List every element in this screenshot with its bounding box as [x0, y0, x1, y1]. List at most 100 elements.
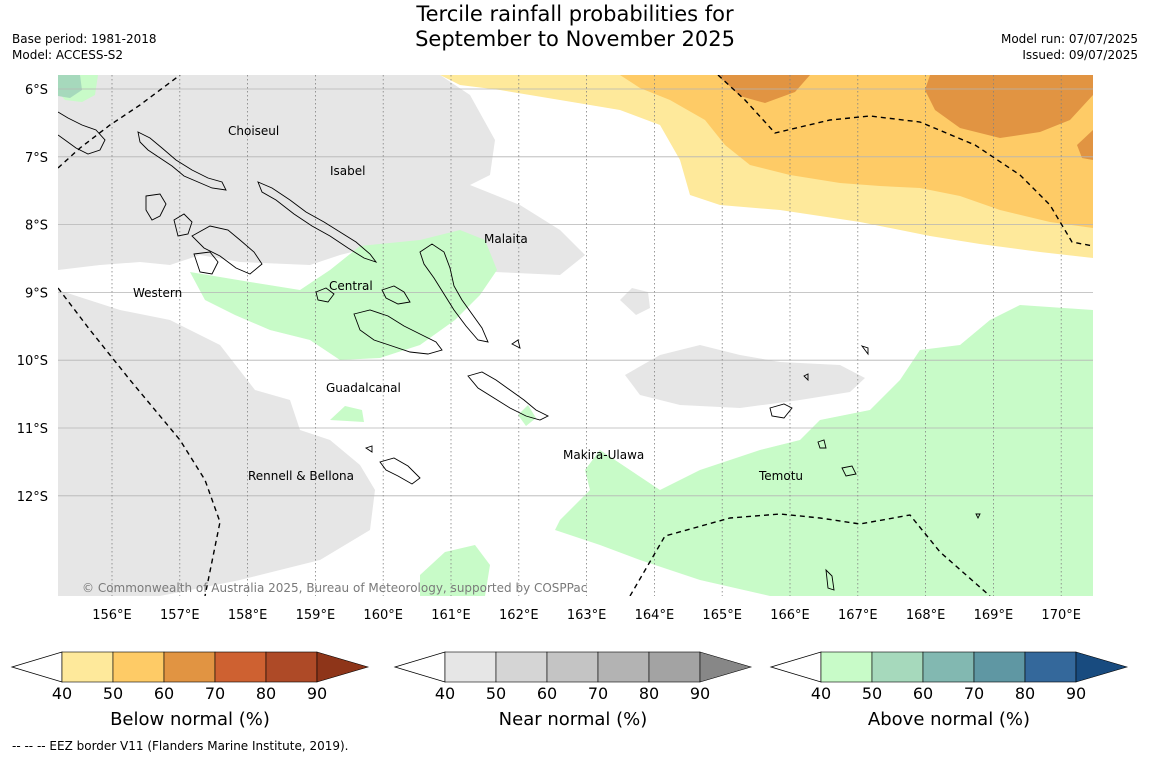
eez-south-east	[629, 513, 991, 596]
coast-choiseul	[137, 131, 227, 191]
longitude-labels: 156°E 157°E 158°E 159°E 160°E 161°E 162°E 163°E…	[92, 608, 1081, 623]
map-title: Tercile rainfall probabilities for Septe…	[0, 2, 1150, 52]
colorbar-segment	[546, 651, 599, 683]
colorbar-segment	[597, 651, 650, 683]
meta-left: Base period: 1981-2018 Model: ACCESS-S2	[12, 31, 157, 63]
colorbar-tick-label: 50	[485, 684, 507, 703]
colorbar-segment	[61, 651, 114, 683]
lon-label: 161°E	[431, 608, 471, 623]
lon-label: 160°E	[363, 608, 403, 623]
above-normal-colorbar	[769, 651, 1129, 683]
copyright-notice: © Commonwealth of Australia 2025, Bureau…	[82, 581, 587, 595]
lon-label: 168°E	[906, 608, 946, 623]
lon-label: 167°E	[838, 608, 878, 623]
coast-new-georgia-1	[173, 213, 193, 237]
title-line-1: Tercile rainfall probabilities for	[416, 2, 734, 26]
colorbar-segment	[922, 651, 975, 683]
coast-shortland	[145, 193, 167, 221]
coast-rennell	[379, 457, 421, 485]
coast-ndeni	[769, 403, 793, 419]
coast-tinakula	[817, 439, 827, 449]
eez-north-west	[58, 75, 181, 169]
lat-label: 6°S	[25, 83, 48, 98]
coast-russell	[315, 287, 335, 303]
lon-label: 162°E	[499, 608, 539, 623]
coast-duff	[860, 345, 869, 356]
colorbar-tick-label: 80	[255, 684, 277, 703]
coast-anuta	[975, 513, 981, 520]
region-labels: Choiseul Isabel Malaita Western Central …	[133, 124, 803, 483]
region-label-western: Western	[133, 286, 182, 300]
colorbar-segment	[820, 651, 873, 683]
meta-right: Model run: 07/07/2025 Issued: 09/07/2025	[1001, 31, 1138, 63]
below-normal-colorbar	[10, 651, 370, 683]
eez-footnote: -- -- -- EEZ border V11 (Flanders Marine…	[12, 739, 349, 753]
colorbar-tick-label: 70	[587, 684, 609, 703]
coast-malaita	[419, 243, 489, 343]
colorbar-tick-label: 60	[536, 684, 558, 703]
rainfall-map: Choiseul Isabel Malaita Western Central …	[17, 75, 1093, 623]
colorbar-segment	[163, 651, 216, 683]
coast-new-georgia-2	[191, 225, 263, 275]
lon-label: 158°E	[228, 608, 268, 623]
region-label-guadalcanal: Guadalcanal	[326, 381, 401, 395]
colorbar-segment	[495, 651, 548, 683]
colorbar-tick-label: 60	[153, 684, 175, 703]
coast-bellona	[364, 445, 373, 453]
graticule	[58, 75, 1093, 596]
colorbar-segment	[871, 651, 924, 683]
lon-label: 159°E	[296, 608, 336, 623]
colorbar-tick-label: 70	[963, 684, 985, 703]
lat-label: 8°S	[25, 219, 48, 234]
coast-vanikoro	[841, 465, 857, 477]
colorbar-segment	[214, 651, 267, 683]
colorbar-tick-label: 60	[912, 684, 934, 703]
colorbar-low-arrow	[769, 651, 822, 683]
region-label-choiseul: Choiseul	[228, 124, 279, 138]
lon-label: 170°E	[1041, 608, 1081, 623]
coast-new-georgia-3	[193, 251, 219, 275]
coast-florida	[381, 285, 411, 305]
coast-torres	[825, 568, 835, 591]
lon-label: 169°E	[974, 608, 1014, 623]
lon-label: 163°E	[567, 608, 607, 623]
lat-label: 9°S	[25, 286, 48, 301]
coast-guadalcanal	[353, 309, 443, 355]
coast-reef-islands	[803, 373, 809, 382]
coast-ulawa	[511, 339, 521, 349]
colorbar-segment	[648, 651, 701, 683]
colorbar-tick-label: 90	[689, 684, 711, 703]
lon-label: 164°E	[635, 608, 675, 623]
above-normal-patch-nw-dark	[58, 75, 82, 98]
region-label-rennell-bellona: Rennell & Bellona	[248, 469, 354, 483]
colorbar-tick-label: 70	[204, 684, 226, 703]
below-normal-60-70-edge	[1077, 130, 1093, 160]
colorbar-low-arrow	[393, 651, 446, 683]
colorbar-segment	[444, 651, 497, 683]
map-frame: Choiseul Isabel Malaita Western Central …	[58, 75, 1093, 596]
colorbar-tick-label: 80	[1014, 684, 1036, 703]
model-name: Model: ACCESS-S2	[12, 48, 124, 62]
lat-label: 11°S	[17, 422, 48, 437]
lat-label: 12°S	[17, 490, 48, 505]
colorbar-low-arrow	[10, 651, 63, 683]
region-label-isabel: Isabel	[330, 164, 365, 178]
region-label-central: Central	[329, 279, 373, 293]
below-normal-label: Below normal (%)	[110, 709, 270, 730]
above-normal-area-south	[420, 545, 490, 596]
colorbar-high-arrow	[316, 651, 370, 683]
near-normal-area-east	[625, 345, 865, 408]
lon-label: 156°E	[92, 608, 132, 623]
lon-label: 157°E	[160, 608, 200, 623]
colorbar-high-arrow	[1075, 651, 1129, 683]
colorbar-tick-label: 50	[861, 684, 883, 703]
eez-north-east	[717, 75, 1093, 247]
coast-makira	[467, 371, 550, 421]
region-label-temotu: Temotu	[758, 469, 803, 483]
near-normal-colorbar	[393, 651, 753, 683]
colorbar-tick-label: 80	[638, 684, 660, 703]
colorbar-tick-label: 40	[51, 684, 73, 703]
lon-label: 165°E	[702, 608, 742, 623]
colorbar-tick-label: 90	[306, 684, 328, 703]
title-line-2: September to November 2025	[415, 27, 735, 51]
